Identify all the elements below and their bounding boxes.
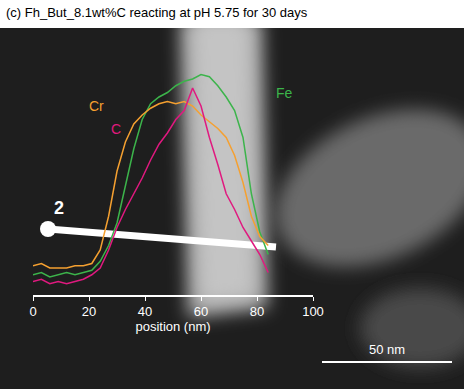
html-text:(c) Fh_But_8.1wt%C reacting at: (c) Fh_But_8.1wt%C reacting at pH 5.75 f… [6,5,308,20]
svg-text:Cr: Cr [89,98,104,114]
svg-text:position (nm): position (nm) [135,319,210,334]
svg-text:40: 40 [138,304,152,319]
svg-text:Fe: Fe [276,85,293,101]
svg-text:0: 0 [29,304,36,319]
svg-text:100: 100 [302,304,324,319]
svg-text:50 nm: 50 nm [369,342,405,357]
svg-text:C: C [111,121,121,137]
svg-text:80: 80 [250,304,264,319]
svg-text:2: 2 [54,198,64,218]
svg-text:20: 20 [82,304,96,319]
svg-text:60: 60 [194,304,208,319]
